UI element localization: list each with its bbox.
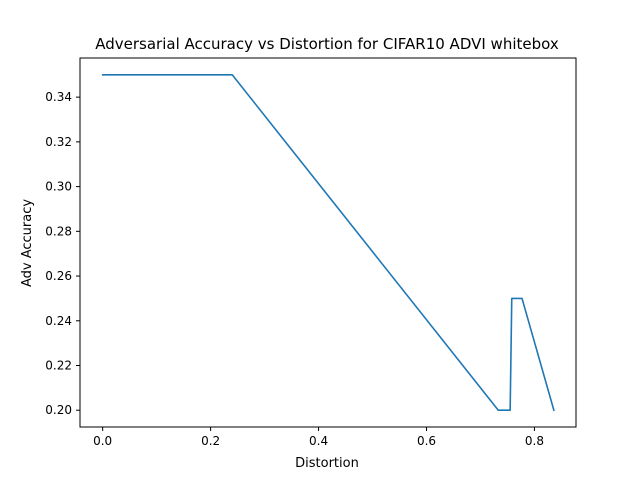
chart-title: Adversarial Accuracy vs Distortion for C…	[95, 35, 559, 53]
x-tick-label: 0.4	[309, 434, 328, 448]
y-tick-label: 0.30	[45, 180, 72, 194]
y-tick-label: 0.20	[45, 403, 72, 417]
chart-marks	[101, 73, 555, 412]
y-tick-label: 0.26	[45, 269, 72, 283]
series-line-0	[101, 73, 555, 412]
y-tick-label: 0.28	[45, 224, 72, 238]
y-axis-label: Adv Accuracy	[20, 199, 35, 287]
x-tick-label: 0.0	[93, 434, 112, 448]
x-tick-label: 0.8	[525, 434, 544, 448]
chart-ticks: 0.0 0.2 0.4 0.6 0.8 0.20 0.22 0.24 0.26 0.28 0.30 0…	[45, 90, 544, 448]
y-tick-label: 0.34	[45, 90, 72, 104]
plot-frame	[79, 57, 577, 428]
y-tick-label: 0.22	[45, 359, 72, 373]
x-axis-label: Distortion	[295, 456, 359, 471]
chart-axes	[79, 57, 577, 428]
y-tick-label: 0.32	[45, 135, 72, 149]
y-tick-label: 0.24	[45, 314, 72, 328]
x-tick-label: 0.6	[417, 434, 436, 448]
x-tick-label: 0.2	[201, 434, 220, 448]
